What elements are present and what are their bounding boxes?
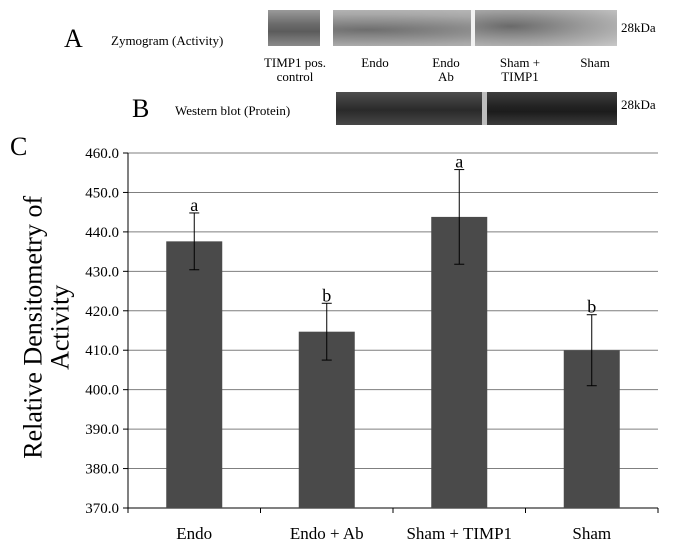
lane-label-3-line2: Ab bbox=[438, 69, 454, 85]
lane-label-4-line1: Sham + bbox=[499, 55, 541, 70]
lane-label-3: Endo Ab bbox=[416, 55, 476, 85]
x-tick-label: Endo bbox=[176, 524, 212, 543]
zymogram-blot-gap bbox=[471, 10, 475, 46]
significance-label: b bbox=[587, 297, 596, 317]
western-blot-right bbox=[487, 92, 617, 125]
lane-label-1-line1: TIMP1 pos. bbox=[263, 55, 327, 70]
lane-label-5-line1: Sham bbox=[580, 55, 610, 70]
zymogram-label: Zymogram (Activity) bbox=[111, 33, 224, 48]
lane-label-4: Sham + TIMP1 bbox=[488, 55, 552, 85]
y-tick-label: 390.0 bbox=[85, 422, 119, 438]
x-tick-label: Endo + Ab bbox=[290, 524, 364, 543]
y-tick-label: 460.0 bbox=[85, 146, 119, 162]
panel-letter-c: C bbox=[10, 132, 28, 161]
bar bbox=[431, 216, 488, 508]
western-blot-gap bbox=[482, 92, 487, 125]
bar bbox=[166, 241, 223, 508]
size-marker-b: 28kDa bbox=[621, 97, 656, 112]
y-tick-label: 430.0 bbox=[85, 264, 119, 280]
lane-label-1: TIMP1 pos. control bbox=[262, 55, 328, 85]
significance-label: a bbox=[190, 195, 198, 215]
western-label: Western blot (Protein) bbox=[175, 103, 291, 118]
x-tick-label: Sham bbox=[572, 524, 611, 543]
bar bbox=[298, 331, 355, 508]
significance-label: b bbox=[322, 285, 331, 305]
x-tick-label: Sham + TIMP1 bbox=[406, 524, 512, 543]
lane-label-2-line1: Endo bbox=[361, 55, 389, 70]
y-tick-label: 370.0 bbox=[85, 501, 119, 517]
y-tick-label: 380.0 bbox=[85, 462, 119, 478]
significance-label: a bbox=[455, 152, 463, 172]
zymogram-blot-lane-1 bbox=[268, 10, 320, 46]
panel-letter-b: B bbox=[132, 94, 150, 123]
y-tick-label: 400.0 bbox=[85, 383, 119, 399]
western-blot-left bbox=[336, 92, 482, 125]
y-tick-label: 440.0 bbox=[85, 225, 119, 241]
lane-label-5: Sham bbox=[565, 55, 625, 70]
y-tick-label: 410.0 bbox=[85, 343, 119, 359]
lane-label-1-line2: control bbox=[276, 69, 314, 85]
y-tick-label: 420.0 bbox=[85, 304, 119, 320]
lane-label-3-line1: Endo bbox=[432, 55, 460, 70]
lane-label-2: Endo bbox=[345, 55, 405, 70]
zymogram-blot-lanes-right bbox=[475, 10, 617, 46]
y-tick-label: 450.0 bbox=[85, 185, 119, 201]
lane-label-4-line2: TIMP1 bbox=[501, 69, 539, 85]
panel-letter-a: A bbox=[64, 24, 83, 53]
size-marker-a: 28kDa bbox=[621, 20, 656, 35]
